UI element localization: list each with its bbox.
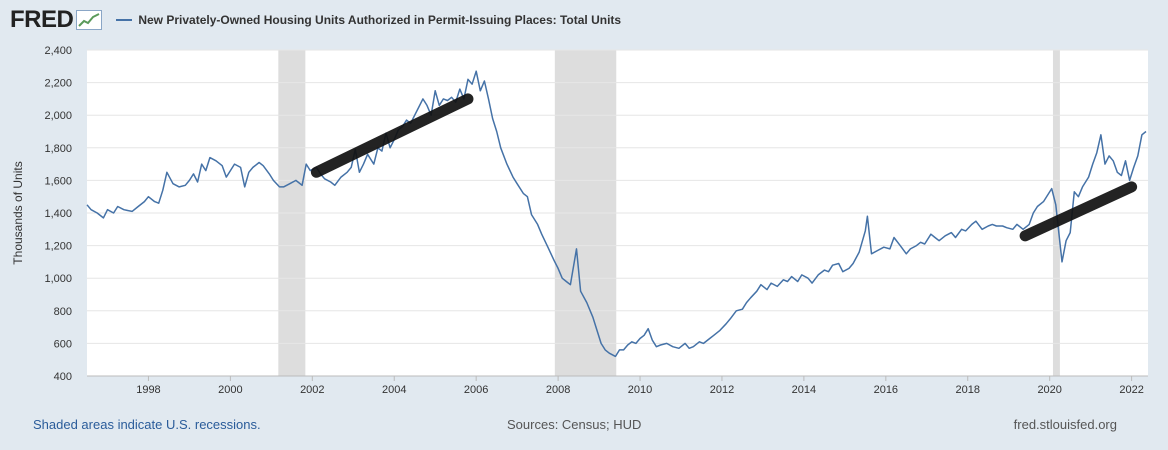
x-tick-label: 2016	[874, 384, 898, 396]
series	[86, 70, 1147, 358]
x-tick-label: 1998	[136, 384, 160, 396]
x-tick-label: 2014	[792, 384, 816, 396]
x-tick-label: 2020	[1037, 384, 1061, 396]
y-tick-label: 1,000	[44, 273, 72, 285]
x-tick-label: 2006	[464, 384, 488, 396]
y-tick-label: 1,200	[44, 241, 72, 253]
x-tick-label: 2002	[300, 384, 324, 396]
y-tick-label: 600	[54, 338, 72, 350]
sources-text: Sources: Census; HUD	[507, 417, 642, 432]
series-line	[86, 70, 1147, 358]
x-tick-label: 2022	[1119, 384, 1143, 396]
y-tick-label: 800	[54, 306, 72, 318]
x-tick-label: 2008	[546, 384, 570, 396]
chart-title: New Privately-Owned Housing Units Author…	[138, 13, 622, 27]
horizontal-gridlines	[87, 49, 1148, 344]
trend-annotations	[310, 93, 1138, 242]
x-tick-label: 2010	[628, 384, 652, 396]
x-tick-label: 2018	[956, 384, 980, 396]
hand-drawn-trend-line	[1019, 181, 1138, 242]
chart-header: FRED New Privately-Owned Housing Units A…	[10, 6, 621, 34]
y-axis: 400 600 800 1,000 1,200 1,400 1,600 1,800 2,000 2…	[44, 45, 72, 383]
legend-series-swatch	[116, 19, 133, 21]
x-tick-label: 2012	[710, 384, 734, 396]
x-tick-label: 2000	[218, 384, 242, 396]
chart-svg: 400 600 800 1,000 1,200 1,400 1,600 1,800 2,000 2…	[11, 45, 1148, 396]
y-tick-label: 1,600	[44, 175, 72, 187]
hand-drawn-trend-line	[310, 93, 474, 178]
y-tick-label: 2,400	[44, 45, 72, 57]
x-axis: 1998 2000 2002 2004 2006 2008 2010 2012 2014 2016…	[87, 375, 1148, 396]
x-tick-label: 2004	[382, 384, 406, 396]
y-tick-label: 2,200	[44, 78, 72, 90]
y-tick-label: 1,400	[44, 208, 72, 220]
y-tick-label: 1,800	[44, 143, 72, 155]
y-tick-label: 2,000	[44, 110, 72, 122]
fred-logo-graph-icon	[76, 10, 103, 30]
fred-url[interactable]: fred.stlouisfed.org	[1013, 417, 1117, 432]
y-axis-label: Thousands of Units	[11, 161, 25, 264]
y-tick-label: 400	[54, 371, 72, 383]
fred-logo[interactable]: FRED	[10, 6, 74, 33]
recession-note[interactable]: Shaded areas indicate U.S. recessions.	[33, 417, 261, 432]
